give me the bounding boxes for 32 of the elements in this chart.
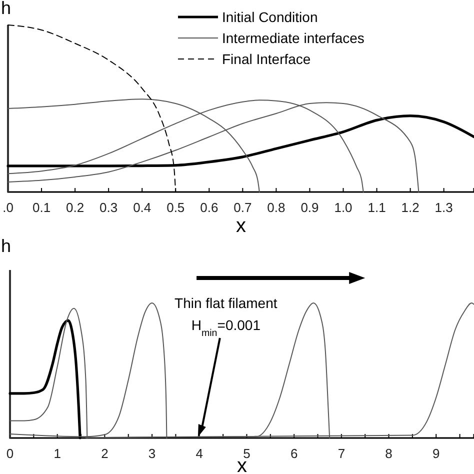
x-tick-label: 9 <box>432 446 440 461</box>
x-tick-label: 7 <box>338 446 346 461</box>
x-tick-label: 0.7 <box>234 200 252 215</box>
x-tick-label: 0.4 <box>133 200 152 215</box>
x-tick-label: 0.5 <box>166 200 185 215</box>
x-tick-label: 1 <box>54 446 61 461</box>
x-tick-label: 4 <box>196 446 204 461</box>
x-tick-label: 3 <box>148 446 156 461</box>
y-axis-title: h <box>1 236 12 256</box>
y-axis-title: h <box>1 0 12 18</box>
annotation: Thin flat filament <box>174 295 278 311</box>
x-tick-label: 1.1 <box>368 200 386 215</box>
legend-label: Final Interface <box>222 51 311 67</box>
legend-label: Initial Condition <box>222 9 318 25</box>
x-tick-label: 0.8 <box>267 200 286 215</box>
x-tick-label: 0 <box>6 446 14 461</box>
x-tick-label: 0.6 <box>200 200 218 215</box>
x-tick-label: 8 <box>385 446 392 461</box>
annotation: H$_{min}$=0.001 <box>191 317 261 338</box>
x-tick-label: 6 <box>290 446 298 461</box>
x-tick-label: 0.1 <box>32 200 51 215</box>
x-tick-label: 1.3 <box>434 200 453 215</box>
x-tick-label: .0 <box>2 200 14 215</box>
legend-label: Intermediate interfaces <box>222 30 364 46</box>
x-tick-label: 5 <box>243 446 250 461</box>
x-axis-title: x <box>236 215 246 237</box>
x-tick-label: 0.9 <box>300 200 319 215</box>
x-tick-label: 1.0 <box>334 200 352 215</box>
x-tick-label: 2 <box>101 446 108 461</box>
x-tick-label: 0.3 <box>100 200 118 215</box>
x-tick-label: 0.2 <box>66 200 84 215</box>
x-tick-label: 1.2 <box>401 200 420 215</box>
